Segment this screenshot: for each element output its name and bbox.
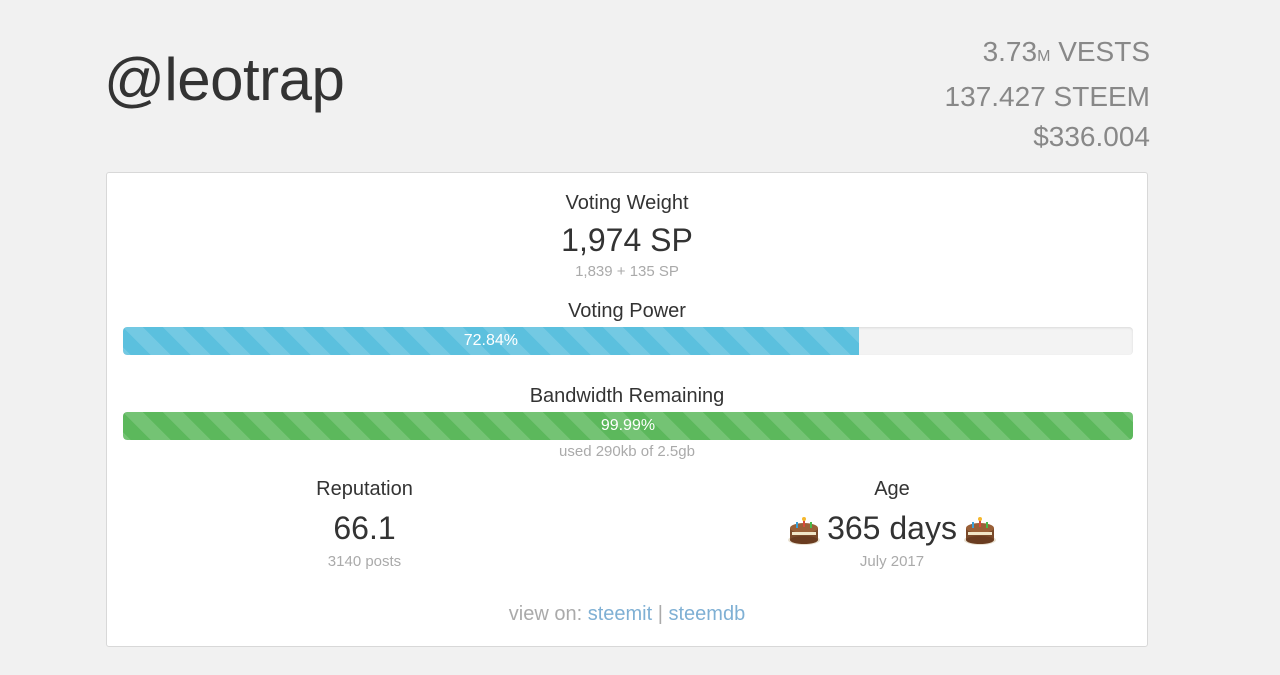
reputation-value: 66.1: [333, 510, 396, 546]
steemit-link[interactable]: steemit: [587, 603, 653, 625]
username-title: @leotrap: [104, 46, 345, 113]
voting-weight-section: Voting Weight 1,974 SP 1,839 + 135 SP: [107, 191, 1147, 281]
age-since: July 2017: [859, 553, 925, 570]
age-label: Age: [874, 478, 910, 500]
voting-power-label: Voting Power: [107, 299, 1147, 323]
bandwidth-bar-fill: 99.99%: [123, 412, 1133, 440]
birthday-cake-icon: [963, 516, 997, 546]
voting-power-bar: 72.84%: [123, 327, 1133, 355]
steem-balance: 137.427 STEEM: [944, 81, 1150, 112]
bandwidth-label-text: Bandwidth Remaining: [529, 385, 725, 407]
vests-unit-prefix: M: [1037, 48, 1051, 65]
steemdb-link[interactable]: steemdb: [668, 603, 746, 625]
voting-weight-label: Voting Weight: [565, 192, 689, 214]
age-value-row: 365 days: [632, 509, 1152, 547]
bandwidth-usage-text: used 290kb of 2.5gb: [559, 443, 695, 460]
view-on-links: view on: steemit | steemdb: [107, 603, 1147, 626]
account-stats-card: Voting Weight 1,974 SP 1,839 + 135 SP Vo…: [106, 172, 1148, 647]
balances: 3.73M VESTS 137.427 STEEM $336.004: [945, 32, 1150, 157]
bandwidth-usage: used 290kb of 2.5gb: [107, 443, 1147, 461]
usd-balance: $336.004: [1033, 121, 1150, 152]
vests-balance: 3.73M VESTS: [945, 32, 1150, 77]
voting-weight-value: 1,974 SP: [561, 222, 693, 258]
vests-value: 3.73: [982, 36, 1038, 67]
voting-power-label-text: Voting Power: [568, 300, 686, 322]
bandwidth-label: Bandwidth Remaining: [107, 384, 1147, 408]
link-separator: |: [657, 603, 663, 625]
reputation-label: Reputation: [316, 478, 413, 500]
age-section: Age 365 days: [632, 477, 1152, 571]
view-on-prefix: view on:: [508, 603, 583, 625]
voting-power-bar-fill: 72.84%: [123, 327, 859, 355]
bandwidth-bar: 99.99%: [123, 412, 1133, 440]
voting-weight-breakdown: 1,839 + 135 SP: [575, 263, 679, 280]
vests-label: VESTS: [1058, 36, 1150, 67]
reputation-section: Reputation 66.1 3140 posts: [107, 477, 622, 571]
reputation-posts: 3140 posts: [327, 553, 402, 570]
birthday-cake-icon: [787, 516, 821, 546]
age-value: 365 days: [827, 510, 957, 546]
